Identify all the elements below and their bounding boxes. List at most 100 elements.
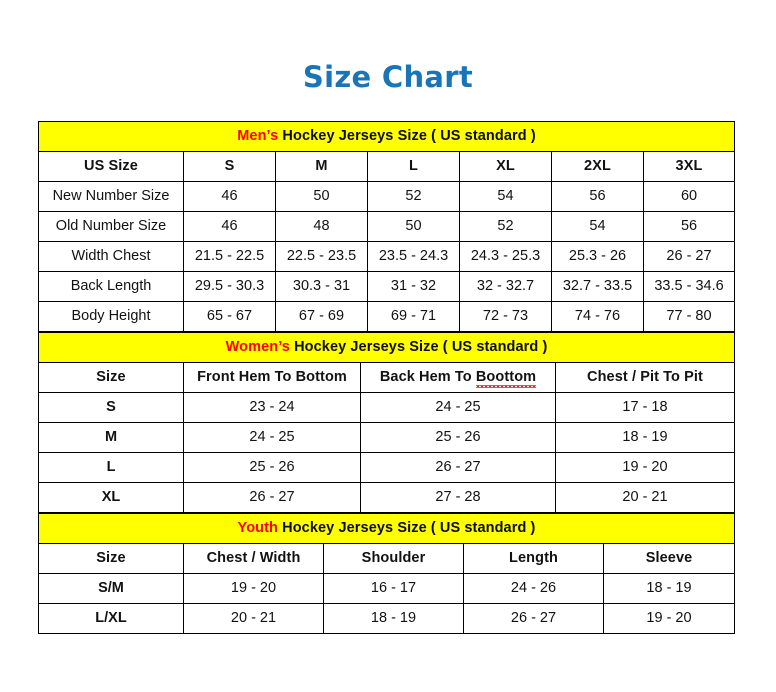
mens-cell: 46 [183, 211, 276, 242]
table-row: XL 26 - 27 27 - 28 20 - 21 [38, 482, 736, 513]
mens-cell: 74 - 76 [551, 301, 644, 332]
mens-row-label: Back Length [38, 271, 184, 302]
womens-size-table: Women’s Hockey Jerseys Size ( US standar… [37, 332, 736, 513]
mens-cell: 32 - 32.7 [459, 271, 552, 302]
womens-cell: 26 - 27 [183, 482, 361, 513]
youth-size-table: Youth Hockey Jerseys Size ( US standard … [38, 513, 735, 634]
mens-cell: 21.5 - 22.5 [183, 241, 276, 272]
mens-cell: 54 [551, 211, 644, 242]
mens-banner-rest: Hockey Jerseys Size ( US standard ) [278, 127, 536, 144]
mens-col-us-size: US Size [38, 151, 184, 182]
mens-cell: 25.3 - 26 [551, 241, 644, 272]
womens-cell: 26 - 27 [360, 452, 556, 483]
mens-cell: 33.5 - 34.6 [642, 271, 736, 302]
mens-section-banner: Men’s Hockey Jerseys Size ( US standard … [37, 121, 736, 152]
youth-section-banner: Youth Hockey Jerseys Size ( US standard … [38, 513, 735, 544]
womens-cell: 20 - 21 [554, 482, 736, 513]
womens-col-chest-pit-to-pit: Chest / Pit To Pit [554, 362, 736, 393]
womens-cell: 18 - 19 [554, 422, 736, 453]
youth-cell: 19 - 20 [183, 573, 324, 604]
mens-cell: 50 [275, 181, 368, 212]
table-row: Back Length 29.5 - 30.3 30.3 - 31 31 - 3… [38, 271, 736, 302]
table-row: M 24 - 25 25 - 26 18 - 19 [38, 422, 736, 453]
table-row: Body Height 65 - 67 67 - 69 69 - 71 72 -… [38, 301, 736, 332]
mens-cell: 52 [367, 181, 460, 212]
mens-cell: 50 [367, 211, 460, 242]
youth-cell: 26 - 27 [463, 603, 604, 634]
womens-cell: 25 - 26 [183, 452, 361, 483]
mens-cell: 29.5 - 30.3 [183, 271, 276, 302]
mens-cell: 30.3 - 31 [275, 271, 368, 302]
youth-col-sleeve: Sleeve [603, 543, 735, 574]
table-row: S/M 19 - 20 16 - 17 24 - 26 18 - 19 [38, 573, 735, 604]
womens-row-label: M [38, 422, 184, 453]
youth-banner-row: Youth Hockey Jerseys Size ( US standard … [38, 513, 735, 544]
womens-cell: 19 - 20 [554, 452, 736, 483]
mens-cell: 22.5 - 23.5 [275, 241, 368, 272]
mens-cell: 77 - 80 [642, 301, 736, 332]
womens-banner-accent: Women’s [225, 338, 290, 355]
womens-cell: 27 - 28 [360, 482, 556, 513]
mens-col-2xl: 2XL [551, 151, 644, 182]
mens-cell: 67 - 69 [275, 301, 368, 332]
youth-col-size: Size [38, 543, 184, 574]
womens-row-label: XL [38, 482, 184, 513]
mens-column-header-row: US Size S M L XL 2XL 3XL [38, 151, 736, 182]
mens-row-label: Width Chest [38, 241, 184, 272]
table-row: L/XL 20 - 21 18 - 19 26 - 27 19 - 20 [38, 603, 735, 634]
mens-cell: 31 - 32 [367, 271, 460, 302]
youth-banner-rest: Hockey Jerseys Size ( US standard ) [278, 519, 536, 536]
womens-cell: 23 - 24 [183, 392, 361, 423]
mens-col-m: M [275, 151, 368, 182]
womens-banner-rest: Hockey Jerseys Size ( US standard ) [289, 338, 548, 355]
table-row: New Number Size 46 50 52 54 56 60 [38, 181, 736, 212]
womens-col-back-hem-prefix: Back Hem To [379, 368, 476, 385]
youth-cell: 24 - 26 [463, 573, 604, 604]
womens-section-banner: Women’s Hockey Jerseys Size ( US standar… [37, 332, 736, 363]
mens-col-xl: XL [459, 151, 552, 182]
mens-cell: 72 - 73 [459, 301, 552, 332]
youth-cell: 18 - 19 [323, 603, 464, 634]
youth-cell: 18 - 19 [603, 573, 735, 604]
womens-cell: 25 - 26 [360, 422, 556, 453]
womens-banner-row: Women’s Hockey Jerseys Size ( US standar… [37, 332, 736, 363]
mens-cell: 60 [642, 181, 736, 212]
youth-cell: 16 - 17 [323, 573, 464, 604]
womens-col-front-hem-to-bottom: Front Hem To Bottom [183, 362, 361, 393]
size-chart-tables: Men’s Hockey Jerseys Size ( US standard … [37, 121, 736, 634]
page-title: Size Chart [302, 60, 474, 94]
mens-cell: 23.5 - 24.3 [367, 241, 460, 272]
mens-col-3xl: 3XL [642, 151, 736, 182]
mens-row-label: New Number Size [38, 181, 184, 212]
mens-cell: 56 [551, 181, 644, 212]
mens-cell: 69 - 71 [367, 301, 460, 332]
mens-cell: 26 - 27 [642, 241, 736, 272]
youth-row-label: L/XL [38, 603, 184, 634]
youth-column-header-row: Size Chest / Width Shoulder Length Sleev… [38, 543, 735, 574]
mens-cell: 48 [275, 211, 368, 242]
womens-row-label: S [38, 392, 184, 423]
youth-cell: 19 - 20 [603, 603, 735, 634]
mens-cell: 24.3 - 25.3 [459, 241, 552, 272]
mens-cell: 65 - 67 [183, 301, 276, 332]
mens-cell: 32.7 - 33.5 [551, 271, 644, 302]
mens-cell: 46 [183, 181, 276, 212]
mens-row-label: Body Height [38, 301, 184, 332]
womens-cell: 24 - 25 [360, 392, 556, 423]
mens-size-table: Men’s Hockey Jerseys Size ( US standard … [37, 121, 736, 332]
mens-col-l: L [367, 151, 460, 182]
womens-row-label: L [38, 452, 184, 483]
table-row: S 23 - 24 24 - 25 17 - 18 [38, 392, 736, 423]
table-row: L 25 - 26 26 - 27 19 - 20 [38, 452, 736, 483]
mens-cell: 52 [459, 211, 552, 242]
table-row: Width Chest 21.5 - 22.5 22.5 - 23.5 23.5… [38, 241, 736, 272]
youth-row-label: S/M [38, 573, 184, 604]
youth-col-chest-width: Chest / Width [183, 543, 324, 574]
mens-banner-row: Men’s Hockey Jerseys Size ( US standard … [37, 121, 736, 152]
womens-col-size: Size [38, 362, 184, 393]
table-row: Old Number Size 46 48 50 52 54 56 [38, 211, 736, 242]
mens-banner-accent: Men’s [237, 127, 279, 144]
mens-row-label: Old Number Size [38, 211, 184, 242]
youth-cell: 20 - 21 [183, 603, 324, 634]
